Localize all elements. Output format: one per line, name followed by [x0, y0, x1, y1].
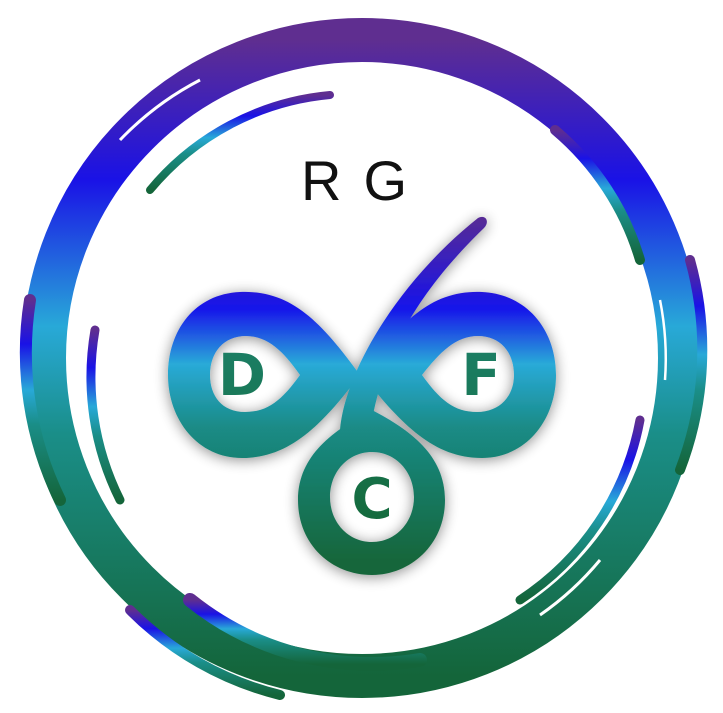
logo-top-text: RG: [301, 149, 429, 212]
logo-letter-bottom: C: [351, 467, 392, 532]
infinity-symbol: [168, 216, 556, 575]
brush-ring: [19, 18, 708, 700]
logo-letter-left: D: [218, 341, 266, 409]
logo-letter-right: F: [461, 341, 501, 409]
